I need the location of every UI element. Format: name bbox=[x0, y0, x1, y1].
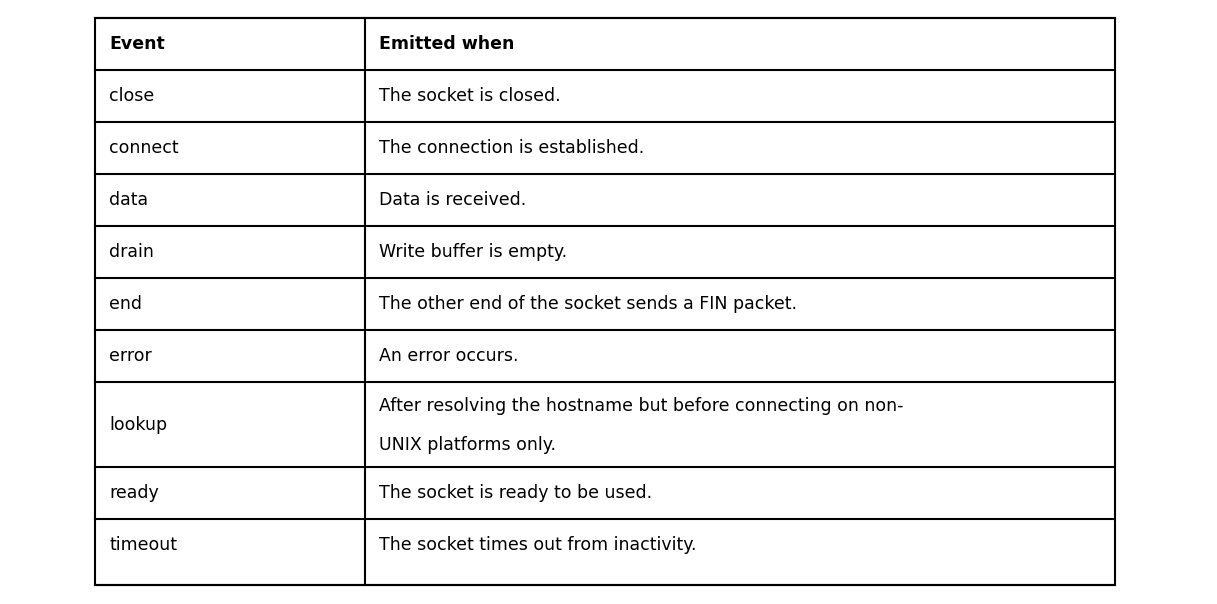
Text: lookup: lookup bbox=[110, 416, 167, 434]
Bar bbox=[95, 18, 1115, 585]
Text: drain: drain bbox=[110, 243, 153, 261]
Text: UNIX platforms only.: UNIX platforms only. bbox=[378, 436, 556, 454]
Text: connect: connect bbox=[110, 139, 179, 157]
Text: end: end bbox=[110, 295, 142, 313]
Text: The socket times out from inactivity.: The socket times out from inactivity. bbox=[378, 536, 696, 554]
Text: The other end of the socket sends a FIN packet.: The other end of the socket sends a FIN … bbox=[378, 295, 797, 313]
Text: timeout: timeout bbox=[110, 536, 176, 554]
Text: The socket is closed.: The socket is closed. bbox=[378, 87, 561, 105]
Text: An error occurs.: An error occurs. bbox=[378, 347, 518, 365]
Text: Emitted when: Emitted when bbox=[378, 35, 515, 53]
Text: The socket is ready to be used.: The socket is ready to be used. bbox=[378, 484, 652, 502]
Text: close: close bbox=[110, 87, 155, 105]
Text: data: data bbox=[110, 191, 148, 209]
Text: Data is received.: Data is received. bbox=[378, 191, 526, 209]
Text: Event: Event bbox=[110, 35, 164, 53]
Text: After resolving the hostname but before connecting on non-: After resolving the hostname but before … bbox=[378, 397, 903, 415]
Text: Write buffer is empty.: Write buffer is empty. bbox=[378, 243, 567, 261]
Text: The connection is established.: The connection is established. bbox=[378, 139, 644, 157]
Text: ready: ready bbox=[110, 484, 158, 502]
Text: error: error bbox=[110, 347, 152, 365]
